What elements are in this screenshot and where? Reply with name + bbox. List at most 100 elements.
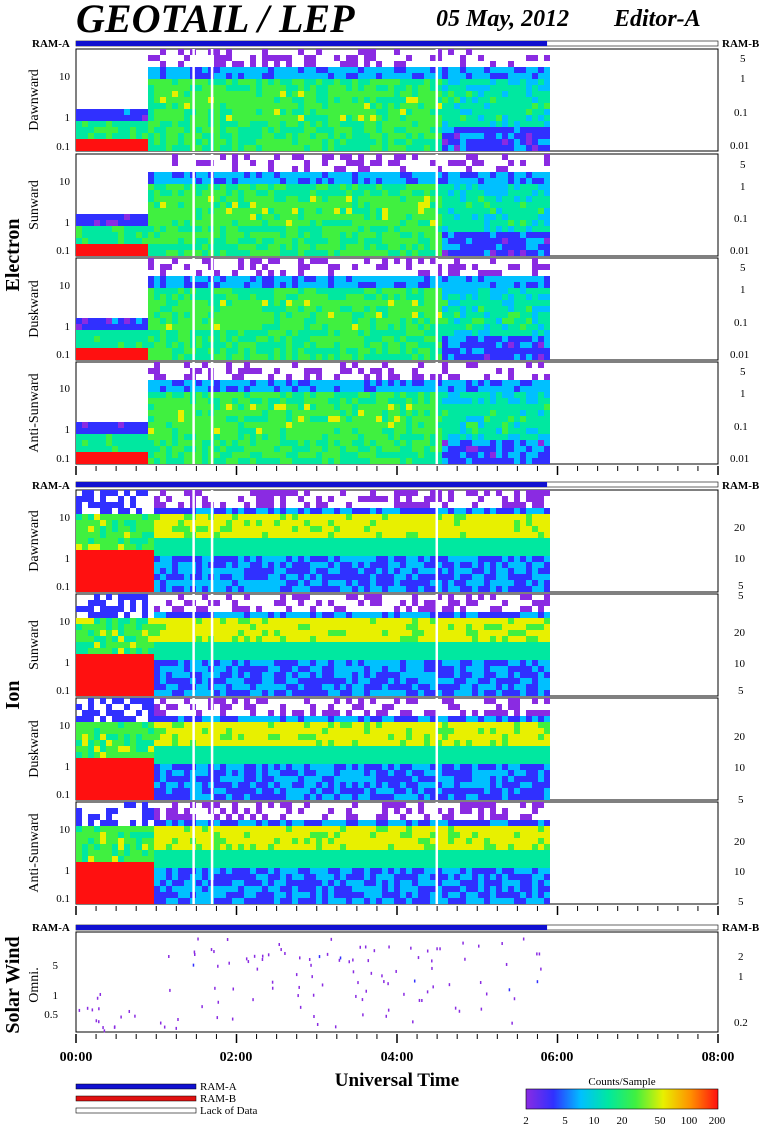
heatmap-cell — [466, 91, 472, 97]
heatmap-cell — [286, 85, 292, 91]
heatmap-cell — [340, 220, 346, 226]
heatmap-cell — [280, 568, 286, 574]
heatmap-cell — [232, 127, 238, 133]
heatmap-cell — [268, 226, 274, 232]
heatmap-cell — [76, 109, 82, 115]
heatmap-cell — [352, 250, 358, 256]
heatmap-cell — [424, 103, 430, 109]
heatmap-cell — [334, 250, 340, 256]
heatmap-cell — [124, 133, 130, 139]
heatmap-cell — [136, 220, 142, 226]
heatmap-cell — [244, 238, 250, 244]
heatmap-cell — [418, 115, 424, 121]
heatmap-cell — [256, 428, 262, 434]
heatmap-cell — [544, 103, 550, 109]
heatmap-cell — [226, 508, 232, 514]
heatmap-cell — [220, 324, 226, 330]
heatmap-cell — [160, 190, 166, 196]
heatmap-cell — [178, 276, 184, 282]
heatmap-cell — [118, 458, 124, 464]
heatmap-cell — [118, 133, 124, 139]
heatmap-cell — [298, 434, 304, 440]
heatmap-cell — [340, 73, 346, 79]
heatmap-cell — [172, 202, 178, 208]
heatmap-cell — [250, 348, 256, 354]
heatmap-cell — [298, 440, 304, 446]
heatmap-cell — [334, 55, 340, 61]
heatmap-cell — [280, 67, 286, 73]
heatmap-cell — [88, 446, 94, 452]
heatmap-cell — [250, 232, 256, 238]
heatmap-cell — [490, 276, 496, 282]
heatmap-cell — [496, 196, 502, 202]
heatmap-cell — [478, 232, 484, 238]
heatmap-cell — [370, 404, 376, 410]
heatmap-cell — [184, 392, 190, 398]
heatmap-cell — [544, 336, 550, 342]
heatmap-cell — [490, 85, 496, 91]
heatmap-cell — [526, 434, 532, 440]
heatmap-cell — [364, 226, 370, 232]
heatmap-cell — [406, 196, 412, 202]
heatmap-cell — [412, 133, 418, 139]
heatmap-cell — [454, 250, 460, 256]
heatmap-cell — [202, 416, 208, 422]
heatmap-cell — [514, 91, 520, 97]
heatmap-cell — [364, 79, 370, 85]
heatmap-cell — [292, 526, 298, 532]
heatmap-cell — [442, 184, 448, 190]
heatmap-cell — [256, 202, 262, 208]
heatmap-cell — [232, 166, 238, 172]
heatmap-cell — [358, 434, 364, 440]
heatmap-cell — [106, 502, 112, 508]
heatmap-cell — [532, 330, 538, 336]
heatmap-cell — [202, 127, 208, 133]
heatmap-cell — [478, 103, 484, 109]
heatmap-cell — [298, 410, 304, 416]
heatmap-cell — [466, 145, 472, 151]
heatmap-cell — [508, 97, 514, 103]
heatmap-cell — [274, 97, 280, 103]
heatmap-cell — [232, 244, 238, 250]
heatmap-cell — [364, 238, 370, 244]
heatmap-cell — [232, 544, 238, 550]
heatmap-cell — [544, 91, 550, 97]
heatmap-cell — [88, 127, 94, 133]
heatmap-cell — [256, 440, 262, 446]
heatmap-cell — [406, 446, 412, 452]
heatmap-cell — [472, 73, 478, 79]
heatmap-cell — [160, 61, 166, 67]
heatmap-cell — [508, 342, 514, 348]
heatmap-cell — [250, 276, 256, 282]
heatmap-cell — [514, 342, 520, 348]
heatmap-cell — [472, 115, 478, 121]
heatmap-cell — [358, 172, 364, 178]
heatmap-cell — [130, 220, 136, 226]
heatmap-cell — [436, 428, 442, 434]
heatmap-cell — [340, 121, 346, 127]
heatmap-cell — [316, 312, 322, 318]
heatmap-cell — [202, 508, 208, 514]
heatmap-cell — [100, 238, 106, 244]
heatmap-cell — [448, 85, 454, 91]
heatmap-cell — [538, 238, 544, 244]
heatmap-cell — [538, 312, 544, 318]
heatmap-cell — [508, 306, 514, 312]
heatmap-cell — [256, 172, 262, 178]
heatmap-cell — [442, 306, 448, 312]
heatmap-cell — [202, 422, 208, 428]
heatmap-cell — [346, 282, 352, 288]
heatmap-cell — [316, 232, 322, 238]
heatmap-cell — [76, 127, 82, 133]
heatmap-cell — [166, 398, 172, 404]
heatmap-cell — [196, 85, 202, 91]
heatmap-cell — [394, 410, 400, 416]
heatmap-cell — [148, 532, 154, 538]
heatmap-cell — [538, 342, 544, 348]
heatmap-cell — [244, 440, 250, 446]
heatmap-cell — [454, 214, 460, 220]
heatmap-cell — [532, 244, 538, 250]
heatmap-cell — [346, 294, 352, 300]
heatmap-cell — [256, 127, 262, 133]
heatmap-cell — [256, 178, 262, 184]
